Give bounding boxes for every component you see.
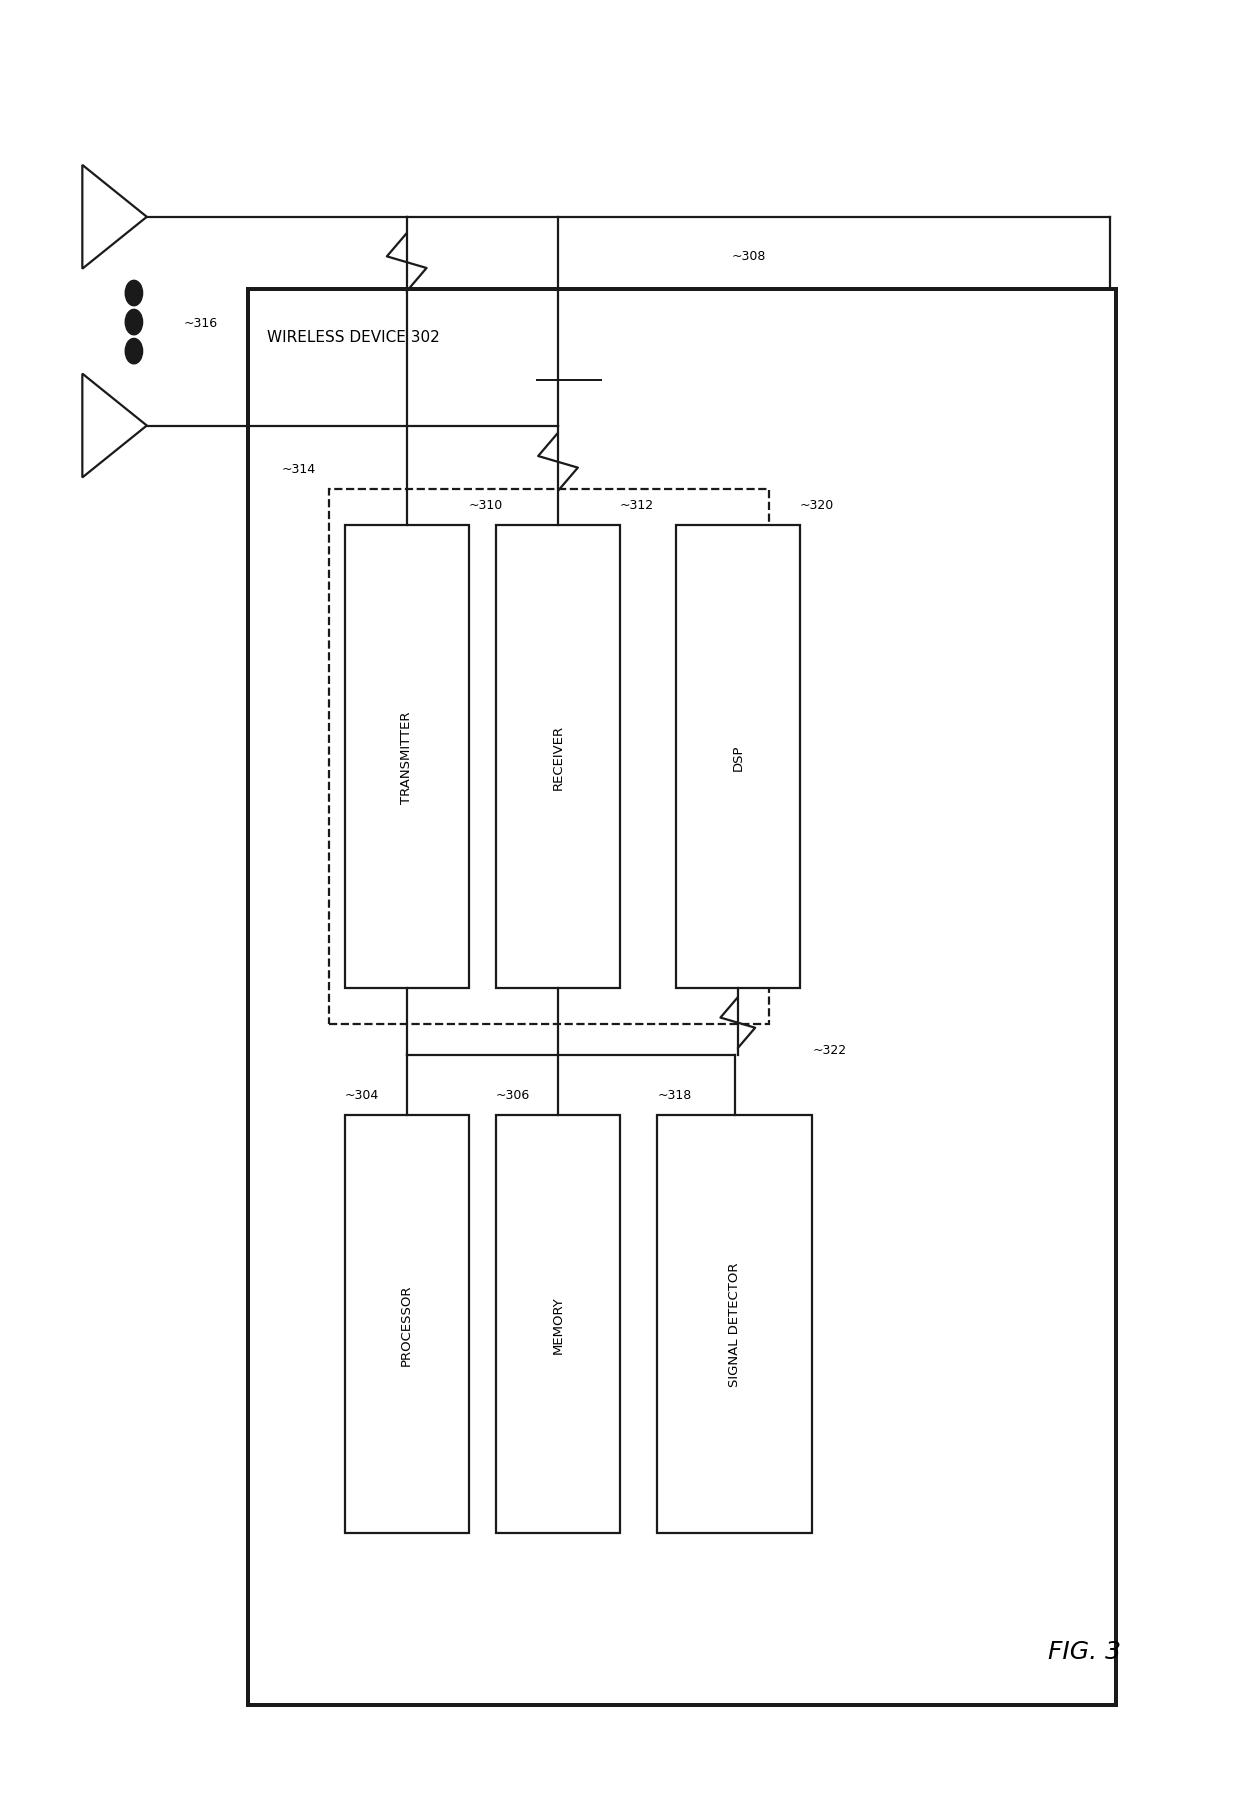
Text: ~322: ~322 [812, 1043, 847, 1056]
Text: ~314: ~314 [281, 463, 316, 475]
Bar [345, 526, 469, 989]
Text: PROCESSOR: PROCESSOR [401, 1284, 413, 1364]
Text: RECEIVER: RECEIVER [552, 726, 564, 789]
Text: TRANSMITTER: TRANSMITTER [401, 711, 413, 804]
Text: ~312: ~312 [620, 499, 655, 512]
Text: SIGNAL DETECTOR: SIGNAL DETECTOR [728, 1263, 742, 1386]
Text: WIRELESS DEVICE 302: WIRELESS DEVICE 302 [267, 330, 439, 345]
Text: ~310: ~310 [469, 499, 503, 512]
Bar [345, 1116, 469, 1533]
Bar [676, 526, 800, 989]
Bar [329, 490, 769, 1025]
Bar [496, 1116, 620, 1533]
Circle shape [125, 281, 143, 307]
Text: MEMORY: MEMORY [552, 1295, 564, 1353]
Bar [496, 526, 620, 989]
Text: ~304: ~304 [345, 1088, 379, 1101]
Text: ~308: ~308 [732, 250, 766, 263]
Text: ~306: ~306 [496, 1088, 531, 1101]
Bar [657, 1116, 812, 1533]
Text: ~316: ~316 [184, 316, 218, 330]
Circle shape [125, 339, 143, 365]
Text: ~320: ~320 [800, 499, 835, 512]
Text: FIG. 3: FIG. 3 [1049, 1638, 1121, 1663]
Bar [248, 290, 1116, 1705]
Text: ~318: ~318 [657, 1088, 692, 1101]
Circle shape [125, 310, 143, 336]
Text: DSP: DSP [732, 744, 744, 771]
